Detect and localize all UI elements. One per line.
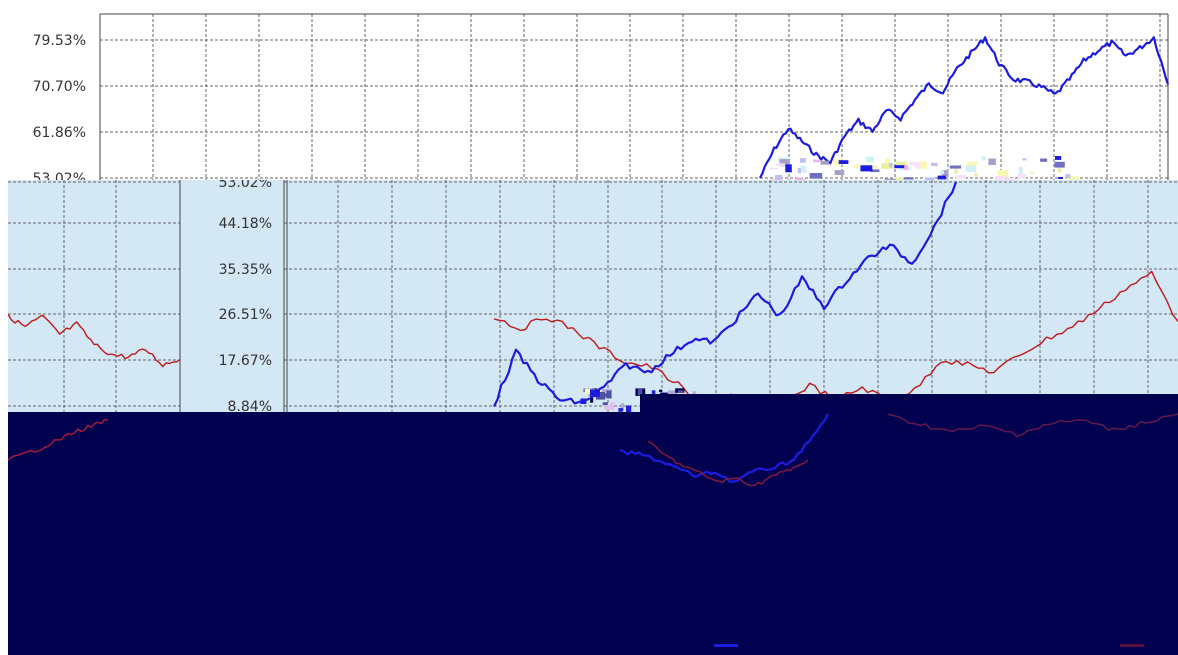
glitch-block [820, 160, 829, 165]
top-chart-window: 79.53% 70.70% 61.86% 53.02% [0, 0, 1178, 182]
y-tick-label-0: 53.02% [219, 180, 272, 191]
glitch-block [779, 159, 790, 167]
middle-glitch-strip [580, 388, 1178, 412]
y-tick-label-1: 44.18% [219, 216, 272, 232]
glitch-block [833, 159, 844, 165]
glitch-block [618, 408, 623, 412]
glitch-block [903, 177, 914, 180]
glitch-block [1040, 158, 1048, 162]
glitch-block [620, 403, 624, 411]
glitch-block [949, 165, 962, 169]
glitch-block [1055, 156, 1062, 160]
glitch-block [834, 170, 845, 175]
glitch-block [595, 392, 606, 400]
glitch-block [770, 167, 778, 170]
glitch-block [889, 162, 893, 168]
glitch-block [1022, 158, 1027, 161]
glitch-block [937, 175, 947, 180]
glitch-block [584, 388, 596, 394]
glitch-block [955, 175, 966, 179]
glitch-block [1054, 161, 1065, 168]
glitch-block [895, 177, 904, 180]
glitch-block [939, 170, 944, 175]
glitch-block [866, 156, 874, 162]
y-tick-label-3: 26.51% [219, 307, 272, 323]
glitch-block [967, 161, 978, 166]
bottom-overlay-svg [8, 413, 1178, 647]
legend-swatch-blue [714, 644, 738, 647]
glitch-block [988, 158, 996, 165]
glitch-block [604, 404, 613, 410]
glitch-block [965, 165, 977, 173]
glitch-block [917, 161, 927, 169]
glitch-block [785, 164, 792, 173]
middle-chart-window: 53.02% 44.18% 35.35% 26.51% 17.67% 8.84% [8, 180, 1178, 412]
glitch-block [626, 405, 632, 412]
y-tick-label-2: 35.35% [219, 262, 272, 278]
glitch-block [838, 160, 849, 164]
glitch-block [809, 173, 823, 179]
glitch-block [904, 165, 909, 171]
legend-swatch-red [1120, 644, 1144, 647]
series-line-blue [493, 181, 958, 408]
left-series-line-red [8, 313, 181, 368]
glitch-block [885, 158, 890, 163]
glitch-block [1065, 174, 1071, 179]
glitch-block [775, 174, 783, 182]
glitch-block [931, 162, 938, 167]
glitch-block [941, 170, 949, 176]
glitch-block [1018, 166, 1023, 175]
glitch-block [605, 393, 612, 398]
bottom-trace-red-left [8, 418, 109, 461]
glitch-block [895, 161, 907, 168]
y-tick-label-5: 8.84% [228, 399, 272, 412]
glitch-block [601, 389, 612, 392]
glitch-block [813, 159, 820, 163]
glitch-block [602, 402, 608, 405]
glitch-block [590, 389, 600, 398]
glitch-block [872, 165, 878, 170]
glitch-block [590, 397, 594, 403]
glitch-block [637, 388, 643, 396]
glitch-block [799, 158, 806, 163]
glitch-block [678, 390, 684, 393]
y-tick-label-0: 79.53% [33, 33, 86, 49]
glitch-block [974, 173, 978, 177]
glitch-block [1058, 177, 1063, 179]
y-tick-label-4: 17.67% [219, 353, 272, 369]
glitch-block [925, 177, 935, 182]
glitch-block [894, 165, 906, 169]
dark-band [640, 394, 1178, 412]
glitch-block [580, 398, 587, 404]
glitch-block [1057, 168, 1062, 173]
y-tick-label-1: 70.70% [33, 79, 86, 95]
bottom-dark-overlay [8, 412, 1178, 655]
glitch-block [795, 177, 803, 181]
glitch-block [997, 170, 1009, 178]
glitch-block [1068, 176, 1079, 182]
top-glitch-strip [770, 156, 1079, 182]
glitch-block [914, 163, 921, 169]
glitch-block [651, 390, 656, 398]
glitch-block [881, 163, 894, 169]
glitch-block [870, 169, 880, 173]
bottom-trace-blue [619, 413, 829, 483]
glitch-block [775, 163, 785, 166]
glitch-block [954, 169, 958, 174]
glitch-block [667, 390, 677, 398]
glitch-block [909, 162, 921, 166]
bottom-trace-red-mid [647, 440, 809, 487]
glitch-block [1030, 171, 1034, 174]
glitch-block [995, 176, 1006, 182]
y-tick-label-3: 53.02% [33, 171, 86, 182]
glitch-block [852, 164, 859, 168]
glitch-block [797, 167, 802, 174]
glitch-block [981, 156, 986, 161]
glitch-block [860, 165, 873, 172]
glitch-block [800, 165, 807, 173]
y-tick-label-2: 61.86% [33, 125, 86, 141]
bottom-trace-red-right [887, 413, 1178, 438]
glitch-block [1017, 173, 1027, 179]
